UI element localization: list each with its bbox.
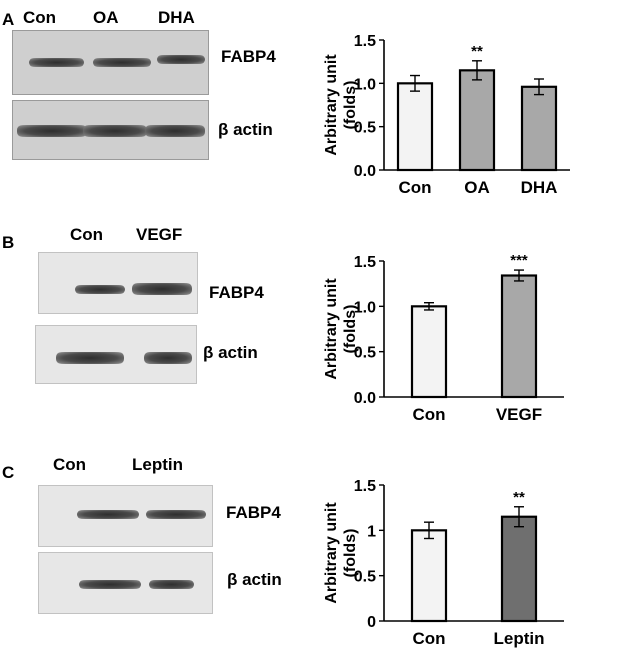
figure-panel-b: B Con VEGF FABP4 β actin 0.0 0.5 1.0 1.5 Arb… <box>0 215 623 440</box>
blot-band <box>79 580 141 589</box>
y-tick-label: 1.0 <box>354 76 376 93</box>
blot-band <box>17 125 87 137</box>
x-tick-label: Con <box>412 405 445 424</box>
blot-band <box>132 283 192 295</box>
lane-label: Leptin <box>132 455 183 474</box>
y-axis-label-line: (folds) <box>342 81 359 130</box>
blot-target-label: β actin <box>227 570 282 589</box>
x-tick-label: VEGF <box>496 405 542 424</box>
y-tick-label: 1.0 <box>354 299 376 316</box>
blot-band <box>77 510 139 519</box>
panel-label: C <box>2 463 15 482</box>
y-tick-label: 0 <box>367 614 376 631</box>
y-axis-label: Arbitrary unit (folds) <box>323 278 359 380</box>
y-axis-label-line: Arbitrary unit <box>323 502 340 604</box>
panel-label: A <box>2 10 15 29</box>
y-tick-label: 1.5 <box>354 478 376 495</box>
figure-panel-c: C Con Leptin FABP4 β actin 0 0.5 1 1.5 Arbit… <box>0 440 623 659</box>
lane-label: Con <box>23 8 57 27</box>
blot-band <box>56 352 124 364</box>
blot-band <box>83 125 147 137</box>
y-tick-label: 1.5 <box>354 33 376 50</box>
lane-label: Con <box>70 225 104 244</box>
blot-band <box>146 510 206 519</box>
western-blot-fabp4 <box>38 485 213 547</box>
figure-panel-a: A Con OA DHA FABP4 β actin 0.0 0.5 1.0 1.5 A… <box>0 0 623 215</box>
western-blot-beta-actin <box>35 325 197 384</box>
panel-label: B <box>2 233 15 252</box>
x-tick-label: DHA <box>521 178 558 197</box>
western-blot-fabp4 <box>38 252 198 314</box>
western-blot-beta-actin <box>38 552 213 614</box>
y-tick-label: 1 <box>367 523 376 540</box>
blot-band <box>93 58 151 67</box>
bar <box>410 529 448 623</box>
y-tick-label: 0.5 <box>354 345 376 362</box>
western-blot-beta-actin <box>12 100 209 160</box>
blot-target-label: FABP4 <box>226 503 281 522</box>
y-axis-label: Arbitrary unit (folds) <box>323 54 359 156</box>
x-tick-label: Leptin <box>494 629 545 648</box>
bar <box>396 82 434 172</box>
blot-band <box>157 55 205 64</box>
y-axis-label-line: (folds) <box>342 305 359 354</box>
blot-target-label: FABP4 <box>209 283 264 302</box>
blot-target-label: β actin <box>218 120 273 139</box>
bar <box>500 515 538 623</box>
blot-target-label: β actin <box>203 343 258 362</box>
bar-chart-b: 0.0 0.5 1.0 1.5 Arbitrary unit (folds) Con *** V… <box>323 252 564 424</box>
bar-chart-a: 0.0 0.5 1.0 1.5 Arbitrary unit (folds) Con ** OA… <box>323 33 570 197</box>
y-axis-label-line: (folds) <box>342 529 359 578</box>
lane-label: OA <box>93 8 119 27</box>
lane-label: DHA <box>158 8 195 27</box>
y-tick-label: 0.5 <box>354 120 376 137</box>
blot-band <box>29 58 84 67</box>
y-axis-label-line: Arbitrary unit <box>323 54 340 156</box>
bar <box>500 274 538 399</box>
bar-chart-c: 0 0.5 1 1.5 Arbitrary unit (folds) Con ** Leptin <box>323 478 564 648</box>
bar <box>520 85 558 172</box>
bar <box>458 69 496 172</box>
y-axis-label: Arbitrary unit (folds) <box>323 502 359 604</box>
lane-label: VEGF <box>136 225 183 244</box>
y-tick-label: 0.5 <box>354 569 376 586</box>
blot-target-label: FABP4 <box>221 47 276 66</box>
x-tick-label: Con <box>412 629 445 648</box>
significance-marker: ** <box>471 43 483 60</box>
blot-band <box>145 125 205 137</box>
blot-band <box>149 580 194 589</box>
y-tick-label: 0.0 <box>354 390 376 407</box>
y-tick-label: 0.0 <box>354 163 376 180</box>
bar <box>410 305 448 399</box>
x-tick-label: OA <box>464 178 490 197</box>
significance-marker: *** <box>510 252 528 269</box>
y-axis-label-line: Arbitrary unit <box>323 278 340 380</box>
blot-band <box>75 285 125 294</box>
blot-band <box>144 352 192 364</box>
y-tick-label: 1.5 <box>354 254 376 271</box>
lane-label: Con <box>53 455 87 474</box>
x-tick-label: Con <box>398 178 431 197</box>
western-blot-fabp4 <box>12 30 209 95</box>
significance-marker: ** <box>513 489 525 506</box>
